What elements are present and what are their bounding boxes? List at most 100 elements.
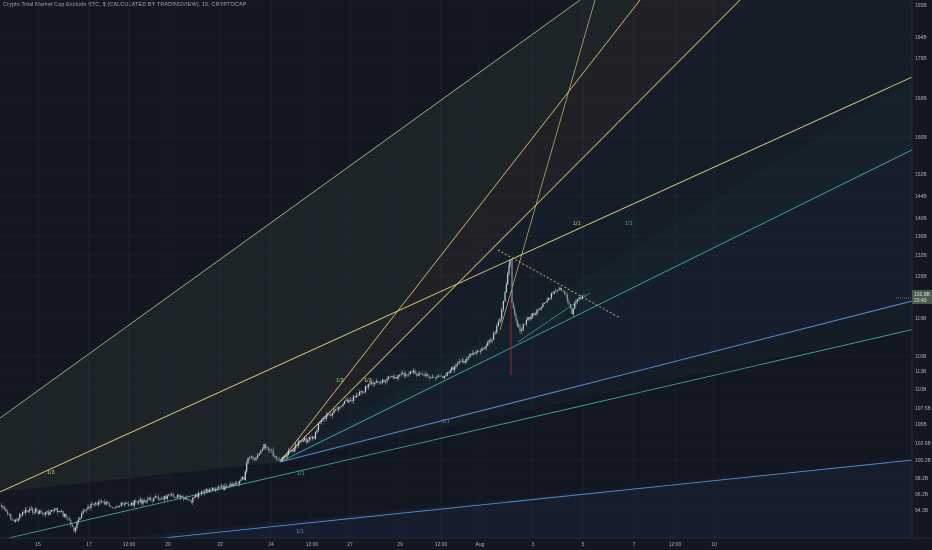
candle-body-27 [39,510,41,514]
candle-body-49 [71,524,73,527]
fan-label-0: 1/3 [47,470,55,476]
candle-body-48 [70,520,72,525]
y-tick-label-18: 100.2B [915,458,932,464]
candle-body-372 [559,288,561,291]
fan-label-5: 1/1 [442,419,450,425]
candle-body-213 [319,422,321,424]
candle-body-148 [221,485,223,488]
candle-body-79 [117,506,119,507]
candle-body-186 [278,459,281,461]
candle-body-258 [388,376,390,379]
candle-body-252 [378,382,380,384]
candle-body-351 [528,316,531,320]
candle-body-277 [417,374,419,376]
candle-body-194 [290,450,293,452]
candle-body-199 [297,441,300,446]
candle-body-43 [62,511,64,517]
candle-body-293 [442,376,444,378]
candle-body-196 [293,448,295,452]
candle-body-94 [139,499,141,502]
candle-body-151 [225,485,228,487]
candle-body-349 [525,320,527,325]
candle-body-375 [563,291,566,295]
candle-body-238 [357,395,359,396]
candle-body-334 [504,292,506,301]
candle-body-8 [11,519,13,521]
candle-body-67 [99,501,101,503]
candle-body-203 [304,438,306,441]
candle-body-262 [394,377,396,379]
candle-body-288 [434,377,436,378]
candle-body-271 [408,373,410,375]
fan-label-2: 1/2 [364,378,372,384]
y-tick-label-4: 160B [915,135,927,141]
fan-fill-6 [0,458,932,550]
candle-body-161 [240,479,242,481]
candle-body-222 [333,409,335,414]
candle-body-122 [181,495,183,498]
candle-body-264 [397,374,399,379]
candle-body-359 [540,307,543,309]
candle-body-267 [402,372,404,375]
candle-body-132 [196,494,198,497]
x-tick-label-11: 3 [532,542,535,548]
candle-body-193 [289,450,291,452]
candle-body-55 [81,513,83,518]
candle-body-117 [173,496,176,498]
candle-body-208 [311,436,314,439]
candle-body-276 [416,373,418,376]
candle-body-207 [310,437,312,439]
candle-body-235 [352,396,355,402]
fan-label-7: 1/1 [296,529,304,535]
fan-label-4: 1/1 [625,221,633,227]
x-tick-label-14: 12:00 [669,542,682,548]
candle-body-83 [123,504,125,505]
fan-line-0 [0,67,932,493]
candle-body-20 [29,509,31,512]
candle-body-316 [476,350,479,353]
candle-body-250 [375,380,377,383]
candle-body-139 [207,488,209,492]
candle-body-232 [348,400,350,403]
y-tick-label-3: 169B [915,96,927,102]
support-line [517,292,591,343]
candle-body-96 [142,500,144,504]
candle-body-261 [392,375,394,379]
candle-body-240 [360,391,362,393]
candle-body-378 [568,301,570,304]
candle-body-329 [496,325,498,333]
candle-body-327 [493,333,495,340]
candle-body-347 [522,324,524,330]
candle-body-47 [68,518,70,521]
candle-body-184 [275,456,277,459]
candle-body-382 [574,303,576,309]
candle-body-348 [524,324,526,325]
candle-body-286 [431,377,433,378]
candle-body-158 [236,482,238,484]
candle-body-309 [466,358,468,361]
candle-body-176 [263,444,265,449]
y-tick-label-7: 140B [915,216,927,222]
candle-body-312 [470,353,473,356]
candle-body-97 [143,500,146,503]
candle-body-265 [398,374,401,376]
candle-body-63 [93,503,95,505]
candle-body-247 [370,382,373,384]
candle-body-95 [141,499,143,504]
candle-body-154 [230,483,232,487]
candle-body-38 [55,508,57,510]
candle-body-215 [322,417,324,420]
x-tick-label-3: 20 [165,542,171,548]
candle-body-298 [449,370,451,374]
candle-body-192 [287,450,290,456]
candle-body-230 [345,399,347,401]
y-tick-label-1: 184B [915,35,927,41]
candle-body-106 [157,496,160,500]
grid [0,0,912,538]
candle-body-78 [116,506,118,508]
candle-body-188 [281,457,284,460]
candle-body-364 [547,298,550,301]
candle-body-143 [213,487,215,491]
